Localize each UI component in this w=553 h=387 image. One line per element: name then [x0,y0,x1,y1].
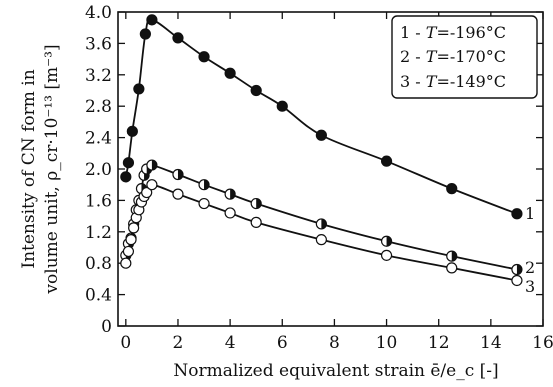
data-point-series-3 [146,179,158,191]
y-tick-label: 2.0 [85,160,112,180]
data-point-series-1 [315,129,327,141]
data-point-series-1 [146,14,158,26]
y-tick-label: 0 [101,317,112,337]
y-tick-label: 3.6 [85,34,112,54]
data-point-series-1 [126,125,138,137]
end-label-series-3: 3 [525,277,535,296]
x-tick-label: 0 [120,333,131,353]
data-point-series-2 [172,168,184,181]
y-tick-label: 1.6 [85,191,112,211]
data-point-series-2 [146,159,158,171]
y-axis-title-line-1: Intensity of CN form in [19,69,39,268]
axis-ticks: 0 2 4 6 8 10 12 14 1600.40.81.21.62.02.42.83.23.… [85,3,553,353]
data-point-series-1 [172,32,184,44]
x-tick-label: 14 [480,333,502,353]
data-point-series-1 [380,155,393,167]
data-point-series-2 [198,179,210,191]
data-point-series-3 [380,249,393,261]
data-point-series-1 [139,28,151,40]
y-tick-label: 0.8 [85,254,112,274]
series-markers [120,14,523,287]
legend-entry-1: 1 - T=-196°C [400,23,506,42]
data-point-series-3 [250,216,262,228]
data-point-series-1 [120,171,132,183]
data-point-series-2 [224,188,236,200]
y-tick-label: 3.2 [85,66,112,86]
data-point-series-1 [250,84,262,97]
data-point-series-1 [446,183,458,195]
y-tick-label: 2.4 [85,129,112,149]
x-tick-label: 4 [225,333,236,353]
legend-box [391,15,538,99]
x-tick-label: 8 [329,333,340,353]
y-tick-label: 0.4 [85,286,112,306]
data-point-series-3 [224,207,236,219]
data-point-series-2 [511,263,523,276]
data-point-series-1 [122,157,135,169]
y-axis-title-line-2: volume unit, ρ_cr·10⁻¹³ [m⁻³] [42,44,62,294]
data-point-series-3 [446,262,458,274]
data-point-series-1 [133,83,145,95]
data-point-series-3 [511,274,523,287]
data-point-series-3 [141,186,153,199]
x-axis-title: Normalized equivalent strain ē/e_c [-] [173,361,498,381]
x-tick-label: 10 [376,333,398,353]
data-point-series-1 [511,208,523,220]
data-point-series-3 [315,234,327,246]
legend: 1 - T=-196°C 2 - T=-170°C 3 - T=-149°C [391,15,538,99]
end-label-series-1: 1 [525,204,535,223]
data-point-series-3 [198,197,210,210]
data-point-series-2 [446,250,458,262]
end-label-series-2: 2 [525,258,535,277]
x-tick-label: 2 [173,333,184,353]
y-tick-label: 4.0 [85,3,112,23]
legend-entry-3: 3 - T=-149°C [400,72,506,91]
data-point-series-1 [198,51,210,63]
x-tick-label: 12 [428,333,450,353]
data-point-series-2 [315,218,327,230]
data-point-series-3 [125,234,137,246]
x-tick-label: 16 [532,333,553,353]
legend-entry-2: 2 - T=-170°C [400,47,506,66]
series-line-3 [124,183,518,282]
y-tick-label: 1.2 [85,223,112,243]
data-point-series-3 [122,245,135,258]
x-tick-label: 6 [277,333,288,353]
data-point-series-2 [380,235,393,247]
data-point-series-3 [172,188,184,200]
data-point-series-1 [276,100,288,112]
data-point-series-2 [250,197,262,210]
series-line-2 [124,164,518,271]
data-point-series-1 [224,67,236,79]
y-tick-label: 2.8 [85,97,112,117]
data-point-series-3 [120,257,132,269]
data-point-series-3 [128,222,140,234]
